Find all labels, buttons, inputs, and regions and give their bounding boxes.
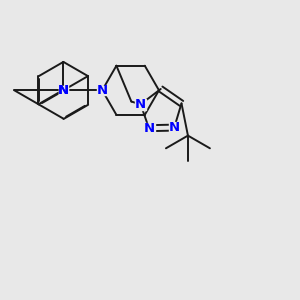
Bar	[98, 85, 107, 95]
Text: N: N	[169, 121, 180, 134]
Bar	[58, 85, 68, 95]
Text: N: N	[58, 84, 69, 97]
Text: N: N	[135, 98, 146, 111]
Bar	[143, 122, 155, 134]
Bar	[169, 122, 180, 133]
Text: N: N	[58, 84, 69, 97]
Text: N: N	[143, 122, 155, 135]
Text: N: N	[97, 84, 108, 97]
Bar	[135, 99, 146, 110]
Bar	[58, 85, 68, 95]
